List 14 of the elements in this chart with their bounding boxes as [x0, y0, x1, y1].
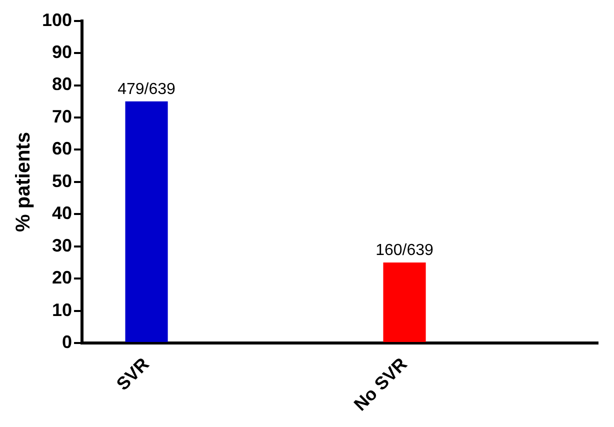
y-tick-label: 20 — [52, 268, 72, 288]
y-tick-label: 0 — [62, 332, 72, 352]
y-tick-label: 60 — [52, 138, 72, 159]
y-tick-label: 90 — [52, 42, 72, 62]
y-tick-label: 30 — [52, 235, 72, 256]
y-tick-label: 100 — [42, 10, 72, 30]
y-tick-label: 50 — [52, 170, 72, 191]
y-tick-label: 80 — [52, 74, 72, 94]
y-tick-label: 10 — [52, 300, 72, 320]
y-tick-label: 70 — [52, 106, 72, 126]
y-axis-title: % patients — [12, 132, 35, 232]
data-label: 160/639 — [376, 242, 434, 259]
y-tick-label: 40 — [52, 203, 72, 224]
data-label: 479/639 — [118, 80, 176, 98]
